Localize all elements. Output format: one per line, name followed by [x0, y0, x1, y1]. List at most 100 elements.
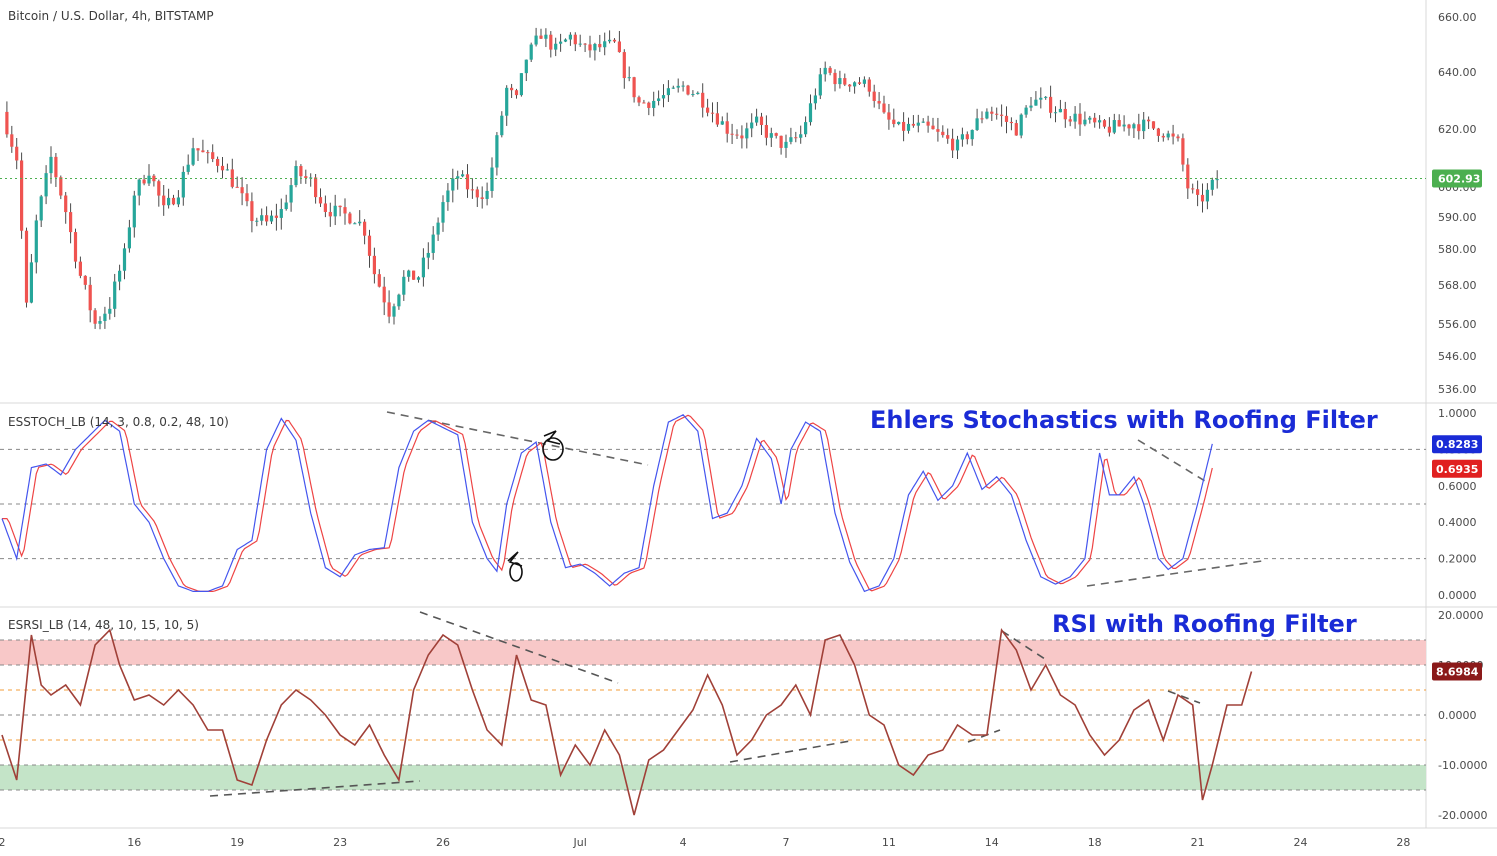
handwritten-marks — [507, 430, 564, 582]
candle — [181, 166, 185, 206]
candle — [132, 190, 136, 238]
candle — [343, 198, 347, 225]
candle — [421, 248, 425, 287]
circle-mark-bottom — [509, 562, 523, 582]
candle — [10, 125, 14, 153]
price-tick-label: 536.00 — [1438, 383, 1477, 396]
time-tick-label: 26 — [436, 836, 450, 849]
svg-text:8.6984: 8.6984 — [1436, 666, 1479, 679]
candle — [510, 83, 514, 98]
candle — [627, 66, 631, 82]
rsi-tick-label: -10.0000 — [1438, 759, 1487, 772]
candle — [1181, 133, 1185, 172]
candle — [480, 186, 484, 209]
candle — [456, 170, 460, 190]
price-tick-label: 546.00 — [1438, 350, 1477, 363]
time-tick-label: 23 — [333, 836, 347, 849]
candle — [892, 108, 896, 128]
candle — [750, 113, 754, 138]
candle — [1044, 96, 1048, 100]
candle — [1093, 112, 1097, 128]
candle — [274, 203, 278, 231]
candle — [661, 84, 666, 108]
candle — [970, 129, 974, 146]
candle — [1078, 103, 1082, 136]
candle — [1098, 115, 1102, 129]
candle — [122, 243, 127, 280]
overbought-zone — [0, 640, 1426, 665]
candle — [245, 184, 249, 207]
candle — [769, 127, 773, 147]
stoch-tick-label: 1.0000 — [1438, 407, 1477, 420]
candle — [563, 38, 568, 43]
candle — [1034, 91, 1038, 106]
candle — [872, 84, 876, 108]
candle — [20, 152, 24, 239]
candle — [632, 76, 636, 103]
candle — [529, 42, 533, 62]
candle — [211, 144, 215, 163]
candle — [960, 127, 964, 147]
time-tick-label: 28 — [1396, 836, 1410, 849]
candle — [426, 242, 430, 270]
candle — [686, 84, 690, 96]
candle — [73, 228, 78, 269]
candle — [1142, 112, 1146, 140]
candle — [1176, 134, 1180, 142]
candle — [764, 115, 768, 146]
candle — [44, 165, 48, 205]
time-axis[interactable]: 2 16 19 23 26 Jul 4 7 11 14 18 21 24 28 — [0, 836, 1410, 849]
candle — [823, 61, 827, 82]
time-tick-label: 19 — [230, 836, 244, 849]
candle — [93, 308, 97, 329]
candle — [696, 91, 700, 95]
candle — [755, 108, 759, 126]
candle — [137, 178, 141, 206]
price-pane[interactable]: 660.00640.00620.00600.00590.00580.00568.… — [0, 9, 1482, 396]
candle — [774, 132, 778, 139]
candle — [397, 293, 401, 310]
price-tick-label: 580.00 — [1438, 243, 1477, 256]
candle — [980, 111, 984, 124]
candle — [877, 92, 881, 110]
rsi-line — [1, 627, 1253, 816]
candle — [1000, 104, 1004, 127]
candle — [1196, 180, 1200, 207]
candle — [323, 195, 327, 218]
candle — [524, 59, 528, 82]
candle — [671, 85, 675, 89]
candle — [568, 32, 572, 46]
candle — [1004, 106, 1009, 134]
candle — [745, 122, 749, 149]
candle — [1166, 130, 1170, 141]
candle — [284, 194, 288, 211]
time-tick-label: 24 — [1294, 836, 1308, 849]
rsi-annotation: RSI with Roofing Filter — [1052, 610, 1357, 638]
candle — [461, 170, 465, 178]
candle — [897, 121, 901, 126]
candle — [162, 184, 166, 216]
candle — [681, 81, 685, 92]
candle — [603, 32, 607, 56]
candle — [495, 132, 499, 176]
candle — [1063, 101, 1067, 128]
candle — [578, 34, 582, 47]
stoch-tick-label: 0.4000 — [1438, 516, 1477, 529]
candle — [98, 316, 102, 330]
candle — [436, 217, 440, 241]
candle — [451, 168, 455, 203]
candle — [1156, 127, 1160, 142]
candle — [759, 112, 764, 135]
candle — [735, 129, 739, 139]
stoch-tick-label: 0.2000 — [1438, 553, 1477, 566]
check-mark-bottom — [507, 551, 523, 567]
candle — [946, 128, 950, 144]
candle — [416, 276, 421, 283]
candle — [142, 174, 146, 186]
candle — [269, 210, 274, 224]
